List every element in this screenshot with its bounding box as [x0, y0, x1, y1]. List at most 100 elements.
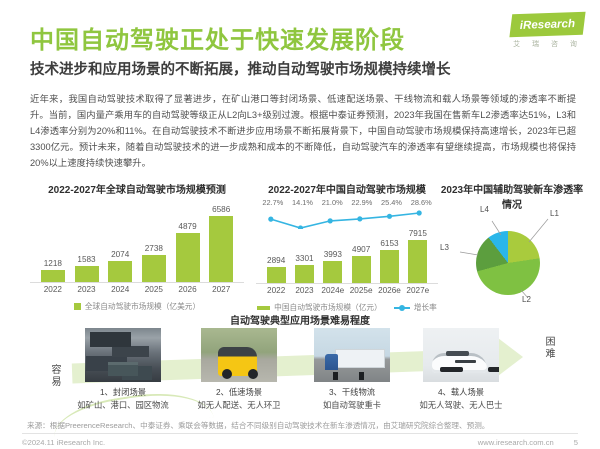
footer: ©2024.11 iResearch Inc. www.iresearch.co… [22, 433, 578, 447]
pie-slice-label: L124% [550, 209, 559, 218]
scenario-name: 4、载人场景 [437, 387, 485, 397]
highway-truck-photo [314, 328, 390, 382]
bar-column: 3993 [319, 250, 347, 283]
website: www.iresearch.com.cn [477, 438, 554, 447]
scenario-item: 3、干线物流 如自动驾驶重卡 [277, 328, 427, 411]
cyan-line-marker-icon [393, 304, 410, 311]
bar-column: 1218 [36, 259, 70, 282]
scenario-section: 自动驾驶典型应用场景难易程度 容易 困难 1、封闭场景 如矿山、港口、园区物流 2、… [0, 312, 600, 443]
copyright: ©2024.11 iResearch Inc. [22, 438, 106, 447]
green-bar-marker-icon [257, 305, 271, 310]
legend-label: 中国自动驾驶市场规模（亿元） [274, 303, 382, 312]
legend-item: 增长率 [393, 302, 437, 313]
x-axis-label: 2027 [212, 285, 231, 294]
bar-value-label: 6586 [212, 205, 231, 214]
china-chart-x-axis: 2022 2023 2024e 2025e 2026e 2027e [256, 286, 438, 295]
china-chart-title: 2022-2027年中国自动驾驶市场规模 [268, 185, 426, 196]
bar-column: 7915 [404, 229, 432, 283]
bar [379, 250, 399, 283]
iresearch-logo-badge: iResearch [509, 11, 586, 38]
bar-value-label: 1218 [43, 259, 62, 268]
bar-value-label: 2894 [267, 256, 286, 265]
growth-rate-label: 25.4% [381, 198, 402, 207]
x-axis-label: 2026e [378, 286, 401, 295]
bar-value-label: 6153 [380, 239, 399, 248]
bar [40, 270, 65, 282]
iresearch-logo-chinese: 艾 瑞 咨 询 [513, 41, 582, 48]
bar [175, 233, 200, 282]
x-axis-label: 2022 [267, 286, 286, 295]
scenario-name: 1、封闭场景 [99, 387, 147, 397]
pie-slice-label: L251% [522, 295, 531, 304]
page-subtitle: 技术进步和应用场景的不断拓展，推动自动驾驶市场规模持续增长 [30, 62, 451, 78]
bar-column: 1583 [70, 255, 104, 282]
legend-label: 全球自动驾驶市场规模（亿美元） [84, 302, 201, 311]
scenario-name: 2、低速场景 [215, 387, 263, 397]
bar-column: 2074 [103, 250, 137, 282]
growth-rate-label: 14.1% [292, 198, 313, 207]
scenario-description: 如自动驾驶重卡 [322, 400, 382, 410]
bar-value-label: 7915 [408, 229, 427, 238]
bar [108, 261, 133, 282]
x-axis-label: 2024 [111, 285, 130, 294]
scenario-item: 2、低速场景 如无人配送、无人环卫 [164, 328, 314, 411]
scenario-description: 如矿山、港口、园区物流 [77, 400, 169, 410]
charts-row: 2022-2027年全球自动驾驶市场规模预测 1218 1583 2074 2738 4… [30, 181, 586, 313]
bar-value-label: 4879 [178, 222, 197, 231]
bar [209, 216, 234, 282]
bar-value-label: 4907 [352, 245, 371, 254]
bar-value-label: 3993 [323, 250, 342, 259]
x-axis-label: 2025 [144, 285, 163, 294]
hard-label: 困难 [543, 336, 554, 360]
bar-value-label: 2738 [144, 244, 163, 253]
growth-rate-line [268, 210, 422, 229]
pie-chart-box: L124% L251% L320% L411% [438, 197, 586, 313]
x-axis-label: 2027e [406, 286, 430, 295]
china-chart-plot: 2894 3301 3993 4907 6153 7915 [256, 229, 438, 284]
pie-slice-label: L411% [480, 205, 489, 214]
bar [351, 256, 371, 283]
bar-column: 2738 [137, 244, 171, 282]
penetration-pie-chart: 2023年中国辅助驾驶新车渗透率情况 L124% L251% L320% L411% [438, 181, 586, 313]
global-chart-legend: 全球自动驾驶市场规模（亿美元） [30, 301, 244, 312]
green-square-marker-icon [73, 303, 81, 310]
bar-column: 3301 [290, 254, 318, 283]
bar-column: 4879 [171, 222, 205, 282]
difficulty-arrowhead-icon [498, 338, 523, 376]
bar-value-label: 1583 [77, 255, 96, 264]
source-note: 来源：根据PreerenceResearch、中泰证券、乘联会等数据，结合不同级… [27, 421, 490, 430]
bar [266, 267, 286, 283]
bar [294, 265, 314, 283]
scenario-name: 3、干线物流 [328, 387, 376, 397]
pie-slice-label: L320% [440, 243, 449, 252]
page-title: 中国自动驾驶正处于快速发展阶段 [30, 27, 405, 54]
bar-value-label: 3301 [295, 254, 314, 263]
legend-item: 中国自动驾驶市场规模（亿元） [257, 302, 382, 313]
bar-column: 2894 [262, 256, 290, 283]
x-axis-label: 2022 [43, 285, 62, 294]
easy-label: 容易 [49, 364, 60, 388]
bar [323, 261, 343, 283]
bar-column: 4907 [347, 245, 375, 283]
iresearch-logo-text: iResearch [519, 18, 576, 32]
growth-rate-label: 22.7% [262, 198, 284, 207]
x-axis-label: 2026 [178, 285, 197, 294]
bar-column: 6586 [204, 205, 238, 282]
growth-rate-label: 28.6% [410, 198, 432, 207]
yellow-delivery-robot-photo [201, 328, 277, 382]
x-axis-label: 2025e [349, 286, 373, 295]
page-number: 5 [573, 438, 578, 447]
global-chart-title: 2022-2027年全球自动驾驶市场规模预测 [48, 185, 226, 196]
growth-rate-labels: 22.7% 14.1% 21.0% 22.9% 25.4% 28.6% [256, 198, 438, 207]
legend-label: 增长率 [413, 303, 437, 312]
scenario-section-title: 自动驾驶典型应用场景难易程度 [230, 316, 370, 327]
bar-value-label: 2074 [111, 250, 130, 259]
x-axis-label: 2023 [295, 286, 314, 295]
x-axis-label: 2024e [321, 286, 345, 295]
growth-rate-label: 21.0% [321, 198, 343, 207]
pie-leader-lines [459, 218, 549, 299]
iresearch-logo: iResearch 艾 瑞 咨 询 [509, 11, 586, 49]
intro-paragraph: 近年来，我国自动驾驶技术取得了显著进步，在矿山港口等封闭场景、低速配送场景、干线… [30, 94, 576, 168]
scenario-description: 如无人驾驶、无人巴士 [419, 400, 503, 410]
